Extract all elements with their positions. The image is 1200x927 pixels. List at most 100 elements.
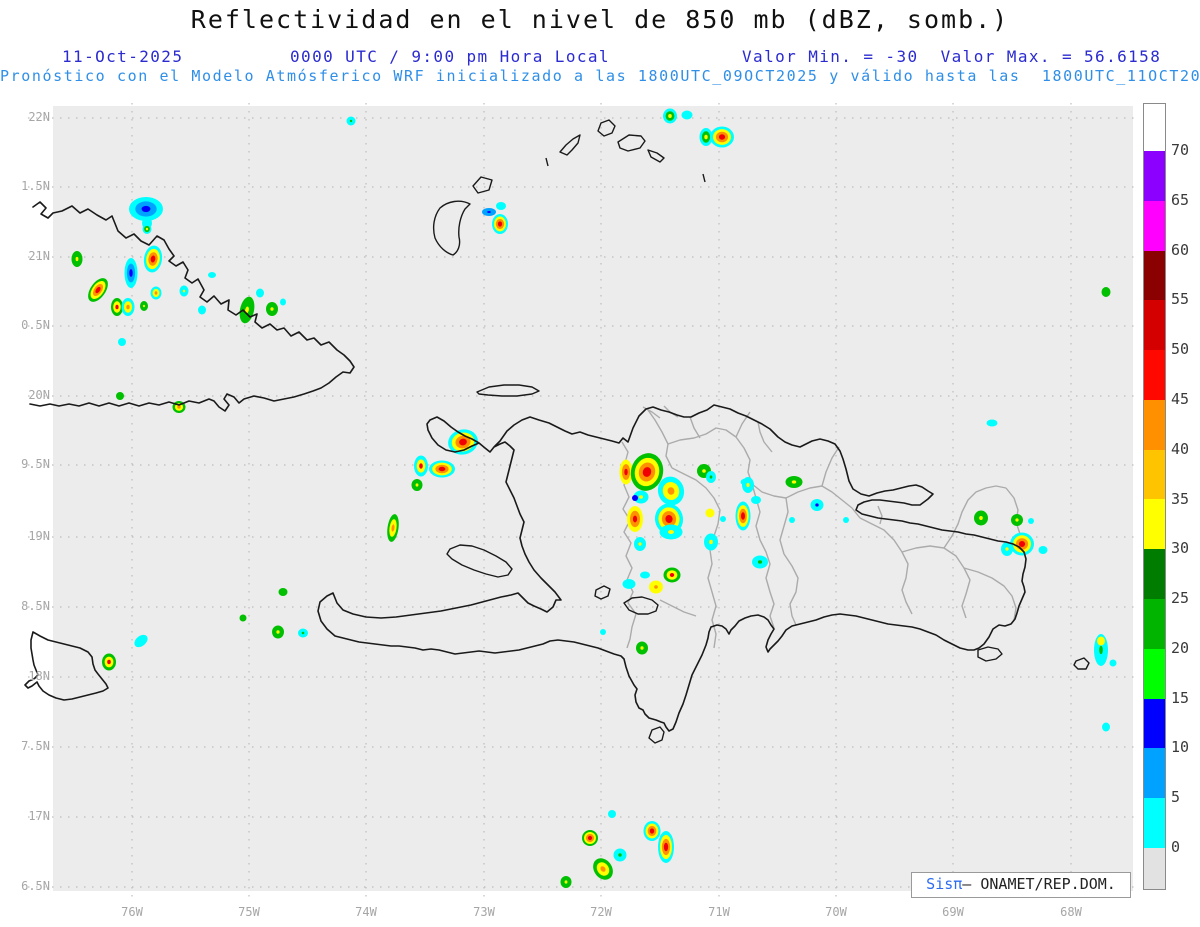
reflectivity-cell: [88, 278, 108, 302]
island-great-inagua: [432, 200, 471, 256]
pi-icon: π: [953, 875, 963, 893]
island-beata: [648, 726, 665, 744]
reflectivity-cell: [632, 495, 638, 501]
lat-label: 21N: [28, 249, 50, 263]
reflectivity-cell: [278, 588, 288, 596]
reflectivity-cell: [140, 301, 148, 311]
coastline-jamaica: [24, 631, 109, 701]
reflectivity-cell: [706, 471, 716, 483]
colorbar-tick-label: 50: [1171, 340, 1190, 359]
coastlines: [24, 201, 1027, 732]
reflectivity-cell: [272, 625, 284, 639]
reflectivity-cell: [482, 208, 496, 216]
reflectivity-cell: [789, 517, 795, 523]
reflectivity-cell: [116, 392, 124, 400]
reflectivity-cell: [411, 479, 423, 491]
lat-label: 22N: [28, 110, 50, 124]
reflectivity-cell: [974, 510, 988, 526]
valid-date: 11-Oct-2025: [62, 47, 184, 66]
reflectivity-cell: [208, 272, 216, 278]
reflectivity-cell: [198, 305, 206, 315]
reflectivity-cell: [387, 514, 399, 542]
reflectivity-cell: [720, 516, 726, 522]
colorbar-segment: [1144, 798, 1165, 848]
reflectivity-cell: [622, 579, 636, 589]
colorbar-tick-label: 70: [1171, 141, 1190, 159]
colorbar-tick-label: 40: [1171, 439, 1190, 458]
colorbar-tick-label: 35: [1171, 489, 1190, 508]
reflectivity-cell: [663, 567, 681, 583]
reflectivity-cell: [1038, 546, 1048, 554]
lon-label: 75W: [238, 905, 260, 919]
colorbar-segment: [1144, 151, 1165, 201]
island-tortuga: [476, 384, 540, 397]
reflectivity-cell: [699, 128, 713, 146]
reflectivity-cell: [134, 634, 148, 648]
coastline-hispaniola: [317, 404, 1027, 732]
colorbar-tick-label: 20: [1171, 638, 1190, 657]
forecast-init-line: Pronóstico con el Modelo Atmósferico WRF…: [0, 67, 1200, 85]
reflectivity-cell: [681, 110, 693, 120]
reflectivity-cell: [71, 251, 83, 267]
reflectivity-cell: [633, 490, 649, 504]
reflectivity-cell: [1101, 287, 1111, 297]
province-borders: [621, 405, 1021, 649]
lon-label: 74W: [355, 905, 377, 919]
reflectivity-cell: [346, 116, 356, 126]
islands-caicos: [545, 119, 706, 183]
reflectivity-cell: [643, 821, 661, 841]
lat-label: 19N: [28, 529, 50, 543]
graticule-gridlines: [28, 103, 1140, 903]
colorbar-tick-label: 60: [1171, 240, 1190, 259]
reflectivity-cell: [705, 508, 715, 518]
reflectivity-cell: [1097, 636, 1105, 646]
reflectivity-cell: [627, 506, 643, 532]
reflectivity-cell: [843, 517, 849, 523]
reflectivity-cell: [492, 214, 508, 234]
reflectivity-cell: [986, 419, 998, 427]
reflectivity-cell: [785, 476, 803, 488]
colorbar-tick-label: 25: [1171, 589, 1190, 608]
colorbar-segment: [1144, 104, 1165, 151]
colorbar-segment: [1144, 748, 1165, 799]
reflectivity-cell: [658, 831, 674, 863]
colorbar-tick-label: 10: [1171, 738, 1190, 757]
colorbar-tick-label: 30: [1171, 539, 1190, 558]
reflectivity-cell: [751, 496, 761, 504]
colorbar-tick-label: 65: [1171, 190, 1190, 209]
reflectivity-cell: [102, 653, 116, 671]
reflectivity-cell: [657, 476, 685, 506]
colorbar-segment: [1144, 698, 1165, 749]
reflectivity-cell: [560, 876, 572, 888]
reflectivity-cells: [71, 108, 1117, 888]
lon-label: 68W: [1060, 905, 1082, 919]
reflectivity-cell: [121, 298, 135, 316]
reflectivity-cell: [266, 302, 278, 316]
reflectivity-cell: [752, 555, 768, 569]
colorbar-segment: [1144, 549, 1165, 600]
lat-label: 8.5N: [21, 599, 50, 613]
lat-label: 18N: [28, 669, 50, 683]
colorbar-segment: [1144, 350, 1165, 400]
attribution-box: Sisπ– ONAMET/REP.DOM.: [911, 872, 1131, 898]
lat-label: 20N: [28, 388, 50, 402]
reflectivity-cell: [710, 126, 734, 148]
colorbar-segment: [1144, 250, 1165, 301]
reflectivity-cell: [630, 453, 664, 491]
reflectivity-cell: [619, 459, 633, 485]
colorbar-segment: [1144, 200, 1165, 251]
model-domain: [53, 106, 1133, 891]
lake-saumatre: [594, 585, 611, 600]
reflectivity-cell: [640, 571, 650, 579]
reflectivity-cell: [129, 197, 163, 221]
valid-time: 0000 UTC / 9:00 pm Hora Local: [290, 47, 610, 66]
lon-label: 69W: [942, 905, 964, 919]
attribution-text: – ONAMET/REP.DOM.: [962, 875, 1116, 893]
min-max-values: Valor Min. = -30 Valor Max. = 56.6158: [742, 47, 1162, 66]
reflectivity-cell: [1109, 659, 1117, 667]
reflectivity-cell: [239, 614, 247, 622]
reflectivity-cell: [593, 858, 613, 880]
colorbar-segment: [1144, 449, 1165, 500]
